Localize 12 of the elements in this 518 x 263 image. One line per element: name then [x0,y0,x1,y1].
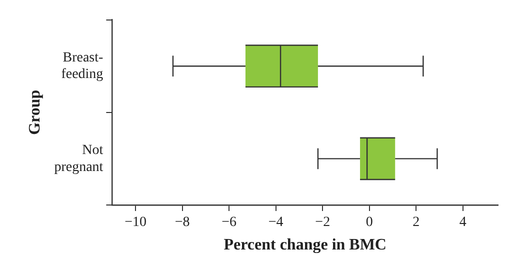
x-axis-title: Percent change in BMC [224,236,386,254]
y-tick-label: Breast-feeding [61,50,104,82]
x-tick-label: −6 [222,215,237,230]
x-tick-label: 0 [366,215,373,230]
y-axis-title: Group [26,90,44,135]
x-tick-label: −8 [174,215,190,230]
x-tick-label: 4 [459,215,466,230]
x-tick-label: −2 [315,215,330,230]
x-tick-label: −4 [268,215,284,230]
x-tick-label: −10 [124,215,147,230]
y-tick-label: Not pregnant [54,142,104,175]
x-tick-label: 2 [412,215,420,230]
